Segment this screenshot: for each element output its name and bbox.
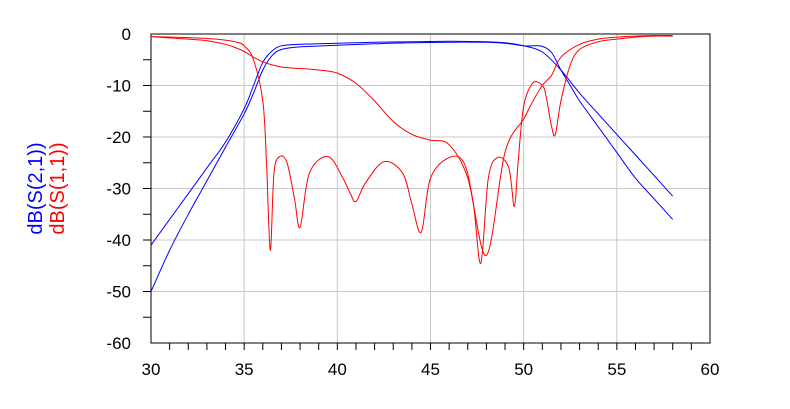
y-tick-label: -60: [106, 334, 131, 353]
x-tick-label: 50: [514, 360, 533, 379]
y-tick-label: -30: [106, 180, 131, 199]
x-tick-label: 40: [328, 360, 347, 379]
grid: [151, 34, 710, 343]
x-tick-label: 55: [607, 360, 626, 379]
series-line-s11-3: [150, 35, 673, 264]
y-axis-label-group: dB(S(2,1)) dB(S(1,1)): [25, 142, 69, 234]
y-axis-label-s11: dB(S(1,1)): [47, 142, 69, 234]
x-tick-label: 45: [421, 360, 440, 379]
series-line-s11-2: [150, 35, 673, 256]
y-tick-label: 0: [122, 25, 131, 44]
x-tick-labels: 30 35 40 45 50 55 60: [142, 360, 720, 379]
y-tick-label: -10: [106, 77, 131, 96]
plot-frame: [150, 33, 711, 344]
x-tick-label: 35: [235, 360, 254, 379]
curves: [150, 35, 674, 292]
x-tick-label: 60: [701, 360, 720, 379]
y-tick-labels: 0 -10 -20 -30 -40 -50 -60: [106, 25, 131, 353]
y-tick-label: -50: [106, 283, 131, 302]
series-line-s21-1: [150, 41, 674, 292]
y-tick-label: -40: [106, 231, 131, 250]
y-tick-label: -20: [106, 128, 131, 147]
y-axis-label-s21: dB(S(2,1)): [25, 142, 47, 234]
x-tick-label: 30: [142, 360, 161, 379]
series-line-s21-0: [150, 40, 674, 246]
minor-ticks: [143, 59, 692, 350]
